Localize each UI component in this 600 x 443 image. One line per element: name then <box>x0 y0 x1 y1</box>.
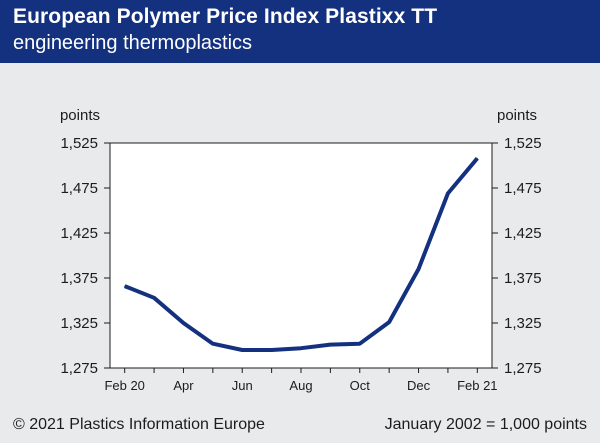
data-point <box>241 349 243 351</box>
y-tick-label-right: 1,525 <box>504 135 542 152</box>
data-point <box>388 321 390 323</box>
x-tick-label: Feb 20 <box>104 378 144 393</box>
x-tick-label: Dec <box>407 378 431 393</box>
chart-header: European Polymer Price Index Plastixx TT… <box>0 0 600 63</box>
y-tick-label-left: 1,275 <box>60 360 98 377</box>
chart-subtitle: engineering thermoplastics <box>13 32 253 54</box>
copyright-note: © 2021 Plastics Information Europe <box>13 416 265 433</box>
chart-footer: © 2021 Plastics Information Europe Janua… <box>0 413 600 443</box>
data-point <box>300 347 302 349</box>
x-tick-label: Aug <box>289 378 312 393</box>
data-point <box>476 157 478 159</box>
y-tick-label-right: 1,325 <box>504 315 542 332</box>
y-tick-label-right: 1,425 <box>504 225 542 242</box>
data-point <box>359 343 361 345</box>
x-tick-label: Oct <box>350 378 371 393</box>
data-point <box>182 322 184 324</box>
data-point <box>271 349 273 351</box>
plot-area <box>109 142 493 369</box>
x-tick-label: Apr <box>173 378 194 393</box>
axis-layer: 1,275 1,275 1,325 1,325 1,375 1,375 1,425 1,425… <box>60 135 541 393</box>
data-point <box>212 343 214 345</box>
y-tick-label-left: 1,425 <box>60 225 98 242</box>
chart-title: European Polymer Price Index Plastixx TT <box>13 5 438 28</box>
y-tick-label-right: 1,275 <box>504 360 542 377</box>
y-tick-label-left: 1,525 <box>60 135 98 152</box>
y-tick-label-left: 1,375 <box>60 270 98 287</box>
data-point <box>124 285 126 287</box>
base-note: January 2002 = 1,000 points <box>384 416 587 433</box>
data-point <box>447 192 449 194</box>
right-axis-label: points <box>497 107 537 124</box>
data-point <box>418 268 420 270</box>
y-tick-label-right: 1,375 <box>504 270 542 287</box>
x-tick-label: Jun <box>232 378 253 393</box>
left-axis-label: points <box>60 107 100 124</box>
y-tick-label-right: 1,475 <box>504 180 542 197</box>
x-tick-label: Feb 21 <box>457 378 497 393</box>
y-tick-label-left: 1,325 <box>60 315 98 332</box>
series-layer <box>123 157 479 352</box>
data-point <box>153 297 155 299</box>
data-point <box>329 344 331 346</box>
y-tick-label-left: 1,475 <box>60 180 98 197</box>
